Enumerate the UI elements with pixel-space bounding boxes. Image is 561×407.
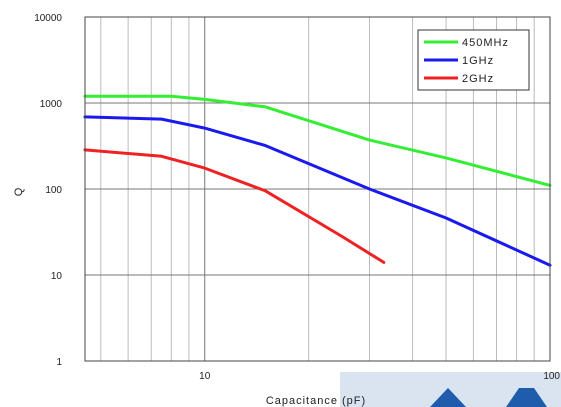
x-tick-label: 100 [543,371,560,382]
x-tick-label: 10 [199,371,211,382]
y-tick-label: 10000 [34,13,62,24]
watermark-logo [340,372,561,407]
logo-shape-left [430,388,466,407]
y-tick-label: 100 [45,185,62,196]
x-axis-title: Capacitance (pF) [266,395,366,407]
y-tick-label: 1 [56,357,62,368]
grid [85,17,550,361]
series-line-450mhz [83,94,552,187]
logo-shape-right [506,388,547,407]
legend: 450MHz 1GHz 2GHz [417,29,530,91]
series-line-1ghz [83,115,552,267]
legend-label: 450MHz [462,37,509,49]
y-tick-label: 1000 [40,99,63,110]
tick-labels: 1 10 100 1000 10000 10 100 [34,13,560,382]
legend-label: 1GHz [462,55,494,67]
y-axis-title: Q [13,187,25,196]
y-tick-label: 10 [51,271,63,282]
series-lines [83,94,552,267]
plot-frame [84,16,551,362]
legend-label: 2GHz [462,73,494,85]
series-line-2ghz [83,148,386,264]
